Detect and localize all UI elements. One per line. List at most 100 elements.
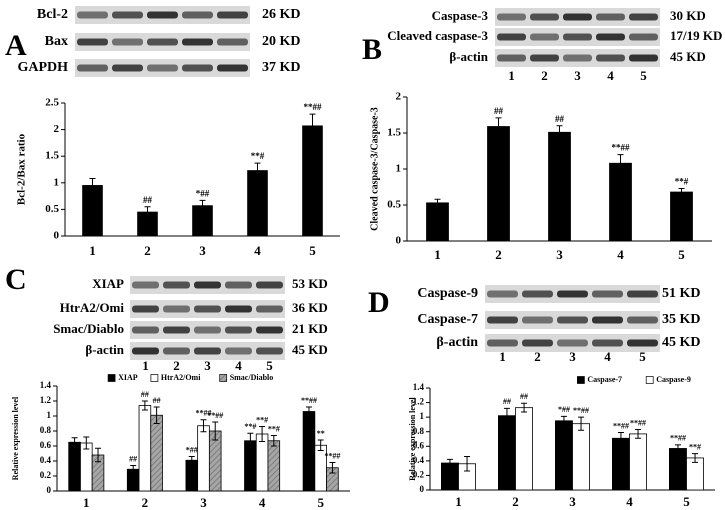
error-bar xyxy=(560,415,567,426)
x-tick-label: 1 xyxy=(455,494,462,509)
blot-band xyxy=(132,305,159,313)
error-bar xyxy=(95,447,102,463)
bar xyxy=(487,126,510,242)
significance-label: *## xyxy=(558,405,570,414)
y-tick-label: 1.2 xyxy=(413,397,425,407)
blot-band xyxy=(225,326,252,334)
error-bar xyxy=(141,400,148,411)
blot-band xyxy=(147,38,178,46)
lane-label: 1 xyxy=(142,358,149,373)
bar xyxy=(497,415,516,491)
blot-band xyxy=(217,64,248,72)
significance-label: **# xyxy=(675,177,689,187)
blot-band xyxy=(563,54,592,62)
x-tick-label: 5 xyxy=(683,494,690,509)
x-tick-label: 2 xyxy=(144,243,151,258)
blot-band xyxy=(497,13,526,21)
significance-label: ## xyxy=(153,396,161,405)
y-tick-label: 0 xyxy=(47,485,52,495)
y-tick-label: 1 xyxy=(420,411,425,421)
panel-label: C xyxy=(5,263,27,296)
blot-size-label: 21 KD xyxy=(292,321,328,336)
blot-band xyxy=(530,13,559,21)
significance-label: **## xyxy=(612,143,631,153)
blot-band xyxy=(557,316,588,324)
y-tick-label: 1.5 xyxy=(387,127,401,139)
x-tick-label: 1 xyxy=(89,243,96,258)
y-tick-label: 2 xyxy=(396,91,402,103)
legend-label: Caspase-9 xyxy=(656,375,691,384)
significance-label: ## xyxy=(555,114,565,124)
blot-row-label: Bcl-2 xyxy=(37,7,68,22)
blot-band xyxy=(530,54,559,62)
significance-label: **## xyxy=(630,418,646,427)
bar xyxy=(548,131,571,242)
blot-band xyxy=(112,11,143,19)
bar xyxy=(609,162,632,242)
y-tick-label: 0.5 xyxy=(387,199,401,211)
blot-row-label: Caspase-7 xyxy=(417,312,478,327)
significance-label: ## xyxy=(143,195,153,205)
error-bar xyxy=(247,432,254,449)
significance-label: ** xyxy=(317,429,325,438)
x-tick-label: 5 xyxy=(678,247,685,262)
blot-band xyxy=(627,290,658,298)
lane-label: 4 xyxy=(607,68,614,83)
blot-band xyxy=(557,290,588,298)
blot-band xyxy=(497,54,526,62)
significance-label: ## xyxy=(520,392,528,401)
x-tick-label: 3 xyxy=(200,495,207,510)
blot-size-label: 20 KD xyxy=(262,34,301,49)
x-tick-label: 4 xyxy=(254,243,261,258)
y-tick-label: 1 xyxy=(47,410,52,420)
blot-band xyxy=(132,326,159,334)
blot-band xyxy=(163,347,190,355)
x-tick-label: 3 xyxy=(556,247,563,262)
legend-label: Smac/Diablo xyxy=(230,373,274,382)
blot-row-label: GAPDH xyxy=(17,60,68,75)
blot-band xyxy=(497,33,526,41)
y-tick-label: 0.6 xyxy=(413,440,425,450)
error-bar xyxy=(309,113,316,139)
blot-band xyxy=(77,11,108,19)
blot-band xyxy=(487,339,518,347)
blot-band xyxy=(557,339,588,347)
y-tick-label: 0.8 xyxy=(40,425,52,435)
x-tick-label: 4 xyxy=(626,494,633,509)
blot-size-label: 26 KD xyxy=(262,7,301,22)
blot-band xyxy=(563,13,592,21)
blot-row-label: Caspase-9 xyxy=(417,286,478,301)
blot-band xyxy=(522,290,553,298)
blot-band xyxy=(592,290,623,298)
bar xyxy=(82,185,103,237)
bar xyxy=(669,448,687,491)
y-tick-label: 0.6 xyxy=(40,440,52,450)
blot-band xyxy=(132,347,159,355)
error-bar xyxy=(259,426,266,442)
blot-row-label: XIAP xyxy=(92,276,124,291)
legend-swatch xyxy=(107,374,116,382)
legend-swatch xyxy=(150,374,159,382)
lane-label: 5 xyxy=(266,358,273,373)
lane-label: 2 xyxy=(173,358,180,373)
lane-label: 1 xyxy=(499,349,506,364)
lane-label: 3 xyxy=(204,358,211,373)
lane-label: 4 xyxy=(235,358,242,373)
blot-band xyxy=(592,316,623,324)
y-tick-label: 1.2 xyxy=(40,395,52,405)
y-tick-label: 1 xyxy=(396,163,402,175)
blot-band xyxy=(147,11,178,19)
y-tick-label: 0.4 xyxy=(40,455,52,465)
significance-label: ## xyxy=(494,106,504,116)
significance-label: **## xyxy=(324,451,340,460)
significance-label: **# xyxy=(244,422,256,431)
bar xyxy=(612,437,630,491)
blot-band xyxy=(194,347,221,355)
y-tick-label: 0 xyxy=(396,235,402,247)
bar xyxy=(426,202,449,242)
legend-swatch xyxy=(645,376,654,384)
y-tick-label: 1.4 xyxy=(40,380,52,390)
y-tick-label: 0 xyxy=(420,484,425,494)
blot-band xyxy=(77,64,108,72)
blot-band xyxy=(256,305,283,313)
